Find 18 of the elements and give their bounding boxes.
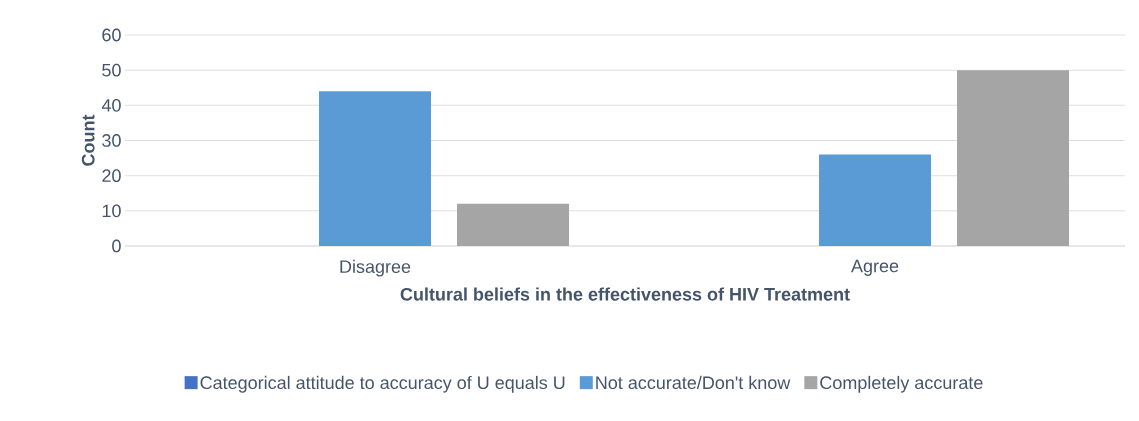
x-tick-label: Disagree bbox=[340, 259, 411, 277]
y-tick-label: 60 bbox=[102, 28, 121, 42]
bar bbox=[457, 203, 570, 246]
bar bbox=[819, 154, 932, 246]
bar bbox=[957, 70, 1070, 246]
x-tick-label: Agree bbox=[851, 259, 899, 276]
y-tick-label: 50 bbox=[102, 63, 121, 77]
legend-label: Not accurate/Don't know bbox=[596, 375, 791, 390]
x-axis-title: Cultural beliefs in the effectiveness of HIV Treatment bbox=[400, 287, 850, 301]
y-tick-label: 0 bbox=[112, 239, 121, 253]
y-tick-label: 40 bbox=[101, 98, 121, 112]
y-tick-label: 20 bbox=[102, 169, 121, 183]
y-tick-label: 30 bbox=[102, 134, 121, 147]
legend-label: Completely accurate bbox=[820, 375, 983, 393]
y-tick-label: 10 bbox=[102, 204, 121, 218]
y-axis-title: Count bbox=[81, 114, 95, 166]
bar bbox=[319, 91, 432, 246]
legend-label: Categorical attitude to accuracy of U equals U bbox=[200, 375, 565, 393]
